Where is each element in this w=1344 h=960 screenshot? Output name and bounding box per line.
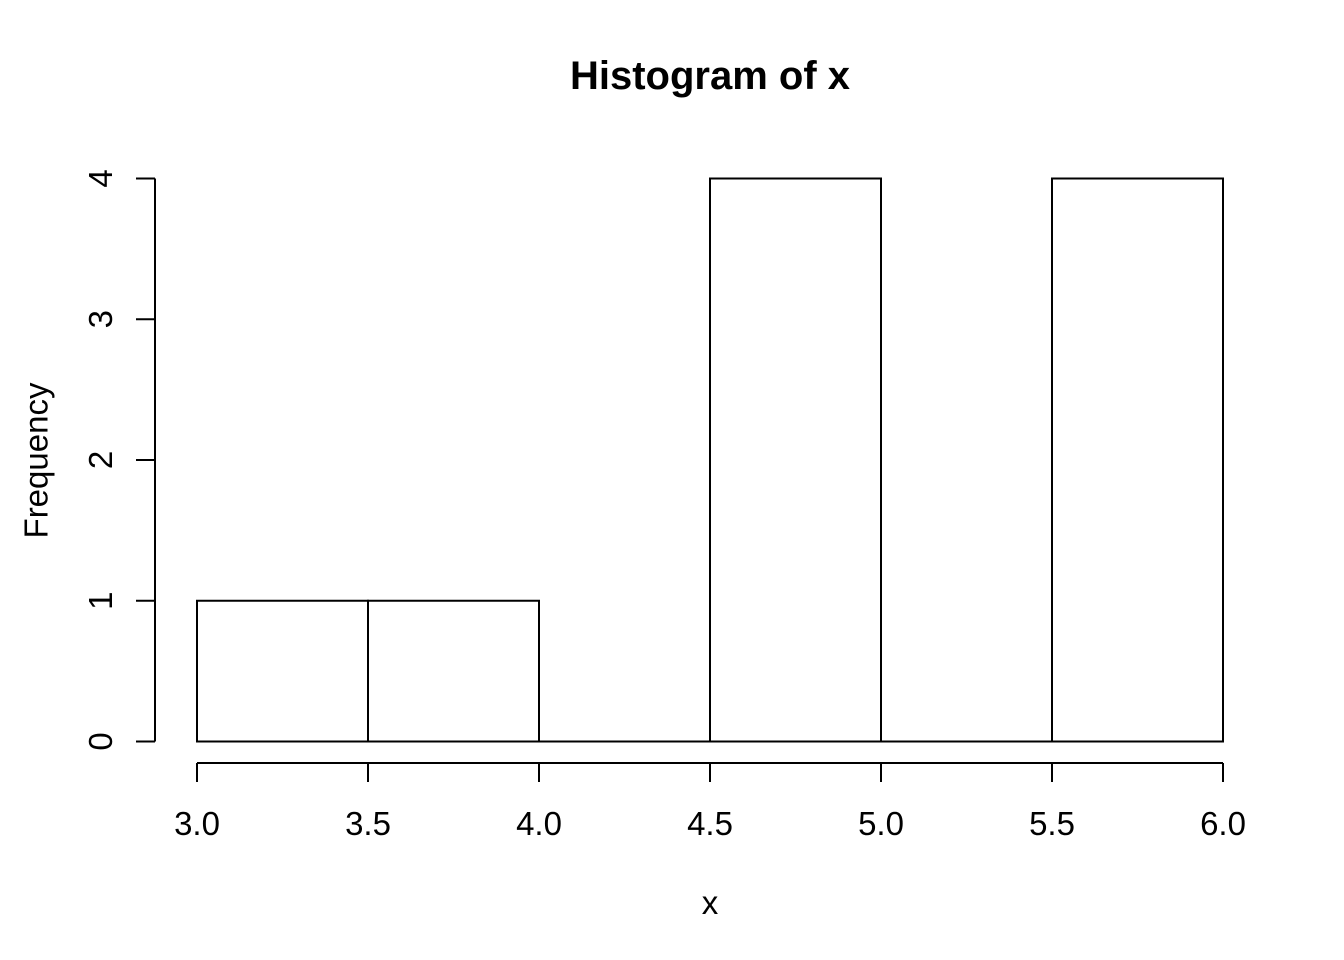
histogram-bar	[196, 599, 369, 743]
y-tick-label: 1	[82, 592, 119, 610]
y-axis-title: Frequency	[17, 382, 55, 539]
y-tick-label: 2	[82, 451, 119, 469]
x-tick-label: 6.0	[1200, 805, 1246, 842]
histogram-bar	[367, 599, 540, 743]
x-tick-label: 3.5	[345, 805, 391, 842]
x-axis-title: x	[701, 884, 719, 921]
chart-title: Histogram of x	[569, 54, 851, 98]
y-tick-label: 3	[82, 310, 119, 328]
histogram-bar	[709, 177, 882, 743]
histogram-bar	[1051, 177, 1224, 743]
y-tick-label: 0	[82, 732, 119, 750]
x-tick-label: 5.5	[1029, 805, 1075, 842]
x-tick-label: 4.0	[516, 805, 562, 842]
x-tick-label: 5.0	[858, 805, 904, 842]
x-tick-label: 3.0	[174, 805, 220, 842]
y-tick-label: 4	[82, 169, 119, 187]
x-tick-label: 4.5	[687, 805, 733, 842]
